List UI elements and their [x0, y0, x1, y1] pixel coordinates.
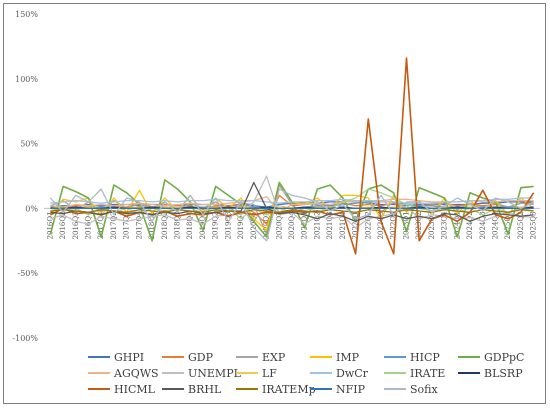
series-line-sofix [49, 188, 534, 242]
y-tick-label: 100% [15, 75, 38, 84]
legend-label: IMP [336, 351, 360, 364]
x-tick-label: 2016Q4 [85, 211, 93, 240]
y-tick-label: 50% [20, 140, 38, 149]
x-tick-label: 2025Q2 [517, 211, 525, 239]
legend-label: BLSRP [484, 367, 523, 380]
x-tick-label: 2022Q3 [377, 211, 385, 239]
legend-label: DwCr [336, 367, 369, 380]
x-tick-label: 2024Q2 [466, 211, 474, 239]
legend-label: LF [262, 367, 277, 380]
x-tick-label: 2019Q3 [224, 211, 232, 239]
x-tick-label: 2021Q4 [339, 211, 347, 240]
legend-label: GHPI [114, 351, 144, 364]
x-tick-label: 2019Q2 [212, 211, 220, 239]
legend-label: EXP [262, 351, 286, 364]
legend-label: HICP [410, 351, 440, 364]
legend-label: Sofix [410, 383, 438, 396]
x-tick-label: 2016Q2 [59, 211, 67, 239]
x-axis-labels: 2016Q1 2016Q2 2016Q3 2016Q4 2017Q1 2017Q2 2017… [46, 211, 537, 240]
legend-label: UNEMPL [188, 367, 242, 380]
series-line-iratemp [50, 209, 534, 213]
y-tick-label: 150% [15, 10, 38, 19]
x-tick-label: 2022Q2 [364, 211, 372, 239]
x-tick-label: 2025Q3 [530, 211, 538, 239]
x-tick-label: 2020Q2 [263, 211, 271, 239]
x-tick-label: 2017Q2 [110, 211, 118, 239]
legend-label: IRATE [410, 367, 445, 380]
legend-label: NFIP [336, 383, 366, 396]
legend-label: IRATEMp [262, 383, 316, 396]
y-tick-label: -100% [12, 334, 38, 343]
x-tick-label: 2019Q1 [199, 211, 207, 239]
x-tick-label: 2025Q1 [504, 211, 512, 239]
x-tick-label: 2020Q1 [250, 211, 258, 239]
legend: GHPI GDP EXP IMP HICP GDPpC AGQWS UNEMPL LF DwCr I… [88, 351, 524, 396]
legend-label: BRHL [188, 383, 222, 396]
legend-label: GDP [188, 351, 214, 364]
x-tick-label: 2024Q1 [453, 211, 461, 239]
x-tick-label: 2023Q1 [402, 211, 410, 239]
x-tick-label: 2024Q3 [479, 211, 487, 239]
legend-label: GDPpC [484, 351, 524, 364]
x-tick-label: 2021Q2 [313, 211, 321, 239]
x-tick-label: 2023Q2 [415, 211, 423, 239]
x-tick-label: 2023Q3 [428, 211, 436, 239]
y-axis: -100% -50% 0% 50% 100% 150% [12, 10, 38, 343]
y-tick-label: -50% [18, 269, 39, 278]
legend-label: AGQWS [113, 367, 159, 380]
series-line-dwcr [50, 197, 534, 204]
x-tick-label: 2020Q4 [288, 211, 296, 240]
series-line-brhl [50, 181, 534, 223]
x-tick-label: 2018Q4 [186, 211, 194, 240]
x-tick-label: 2022Q1 [352, 211, 360, 239]
x-tick-label: 2018Q3 [174, 211, 182, 239]
x-tick-label: 2024Q4 [491, 211, 499, 240]
x-tick-label: 2016Q3 [72, 211, 80, 239]
x-tick-label: 2017Q4 [135, 211, 143, 240]
series-line-hicml [50, 57, 535, 255]
x-tick-label: 2023Q4 [441, 211, 449, 240]
legend-label: HICML [114, 383, 156, 396]
x-tick-label: 2017Q1 [97, 211, 105, 239]
x-tick-label: 2016Q1 [46, 211, 54, 239]
x-tick-label: 2017Q3 [123, 211, 131, 239]
x-tick-label: 2019Q4 [237, 211, 245, 240]
x-tick-label: 2018Q2 [161, 211, 169, 239]
x-tick-label: 2020Q3 [275, 211, 283, 239]
y-tick-label: 0% [25, 204, 38, 213]
x-tick-label: 2022Q4 [390, 211, 398, 240]
x-tick-label: 2021Q3 [326, 211, 334, 239]
x-tick-label: 2018Q1 [148, 211, 156, 239]
series-lines [49, 57, 535, 255]
